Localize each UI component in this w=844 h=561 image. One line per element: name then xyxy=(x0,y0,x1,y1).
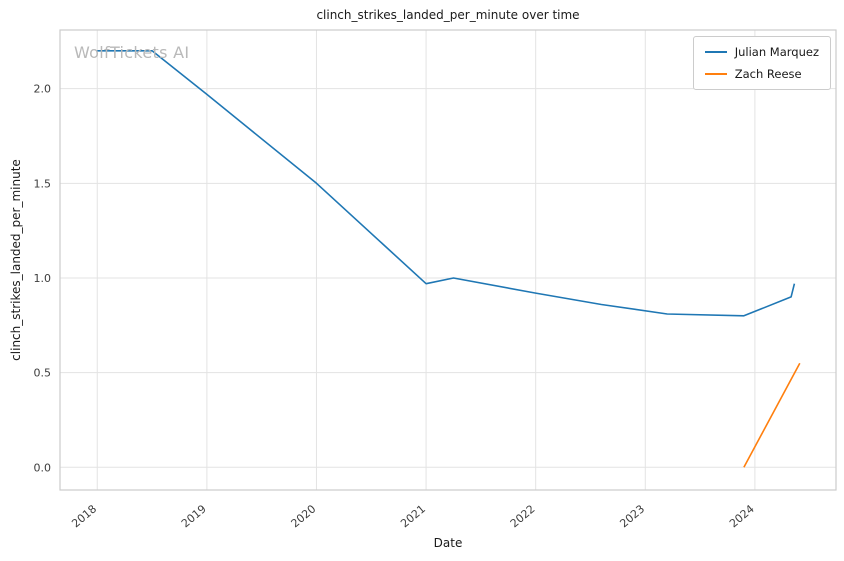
legend-item-zach-reese: Zach Reese xyxy=(704,67,819,81)
legend-label: Zach Reese xyxy=(734,67,802,81)
y-tick-label: 1.5 xyxy=(34,177,52,190)
x-tick-label: 2023 xyxy=(617,502,647,530)
x-tick-label: 2021 xyxy=(398,502,428,530)
y-tick-label: 0.0 xyxy=(34,461,52,474)
legend-line-swatch xyxy=(704,73,727,75)
chart-title: clinch_strikes_landed_per_minute over ti… xyxy=(316,8,580,22)
plot-border xyxy=(59,29,837,491)
legend-line-swatch xyxy=(704,51,727,53)
series-line-julian-marquez xyxy=(97,49,796,317)
x-tick-label: 2019 xyxy=(179,502,209,530)
x-tick-label: 2024 xyxy=(727,502,757,530)
x-tick-label: 2018 xyxy=(69,502,99,530)
y-tick-label: 1.0 xyxy=(34,272,52,285)
x-axis-label: Date xyxy=(433,536,463,550)
x-tick-label: 2020 xyxy=(289,502,319,530)
legend-label: Julian Marquez xyxy=(734,45,819,59)
legend-item-julian-marquez: Julian Marquez xyxy=(704,45,819,59)
y-tick-label: 0.5 xyxy=(34,367,52,380)
watermark: WolfTickets AI xyxy=(74,43,190,62)
y-tick-label: 2.0 xyxy=(34,83,52,96)
legend: Julian Marquez Zach Reese xyxy=(692,36,831,90)
y-axis-label: clinch_strikes_landed_per_minute xyxy=(9,159,23,361)
x-tick-label: 2022 xyxy=(508,502,538,530)
series-line-zach-reese xyxy=(743,362,801,468)
